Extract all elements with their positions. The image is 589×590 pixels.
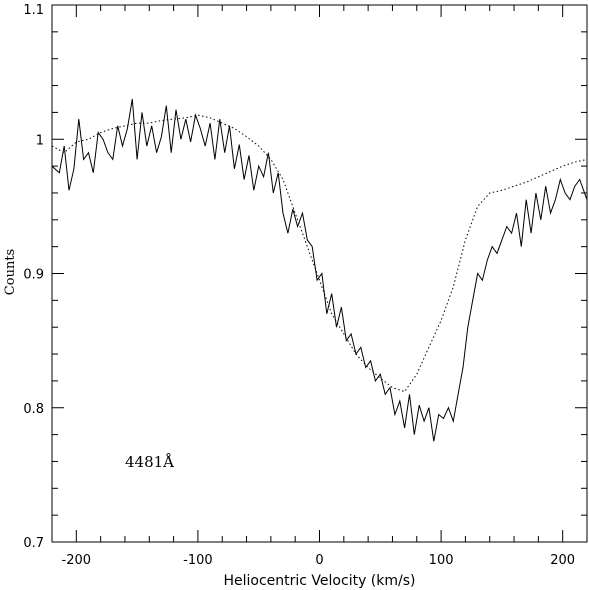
series-group xyxy=(51,98,588,442)
line-annotation: 4481Å xyxy=(125,453,174,471)
x-tick-label: 0 xyxy=(315,553,323,568)
x-tick-label: -100 xyxy=(183,553,213,568)
y-tick-label: 0.8 xyxy=(23,402,44,417)
series-line-dotted xyxy=(51,114,588,393)
tick-labels: -200 -100 0 100 200 0.7 0.8 0.9 1 1.1 xyxy=(23,3,575,568)
axis-ticks xyxy=(51,4,588,543)
x-tick-label: 100 xyxy=(429,553,454,568)
series-line-solid xyxy=(51,98,588,442)
x-tick-label: 200 xyxy=(550,553,575,568)
y-tick-label: 0.7 xyxy=(23,536,44,551)
x-axis-title: Heliocentric Velocity (km/s) xyxy=(223,573,415,589)
y-tick-label: 0.9 xyxy=(23,268,44,283)
y-tick-label: 1 xyxy=(36,133,44,148)
x-tick-label: -200 xyxy=(62,553,92,568)
y-tick-label: 1.1 xyxy=(23,3,44,18)
y-axis-title: Counts xyxy=(3,249,18,295)
